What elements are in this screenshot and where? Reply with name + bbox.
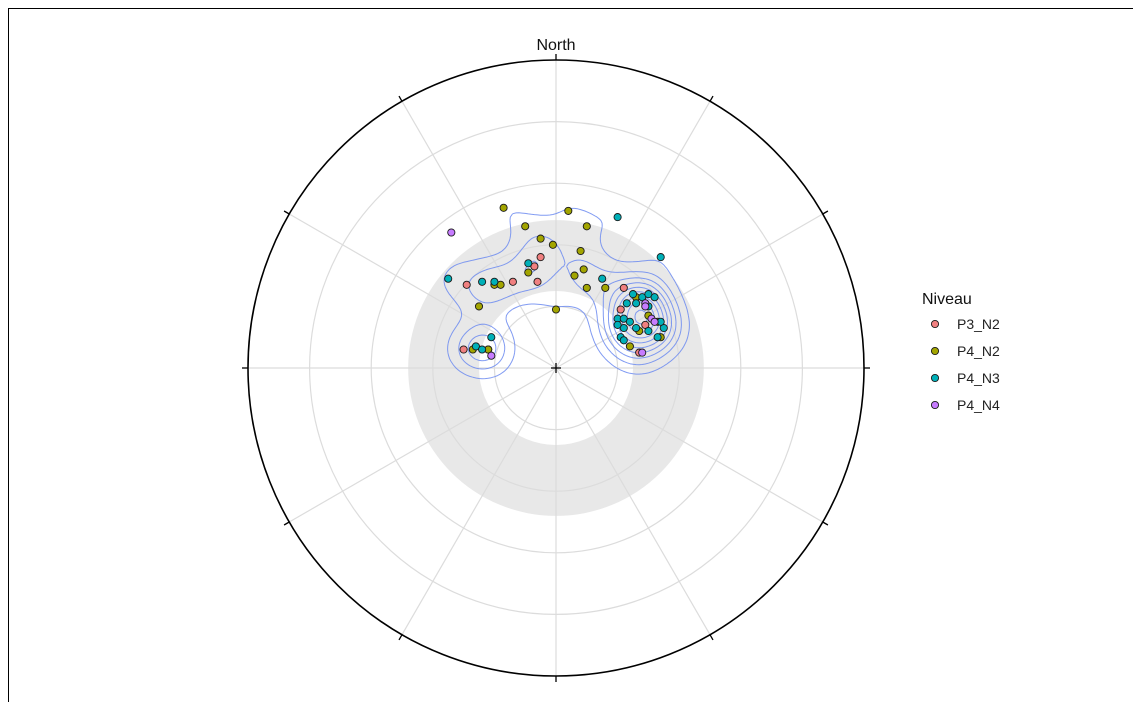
rim-tick (283, 210, 290, 215)
point-p4-n2 (576, 246, 585, 256)
point-p4-n3 (613, 213, 622, 222)
point-p3-n2 (459, 345, 468, 354)
rim-tick (398, 95, 403, 102)
rim-tick (398, 634, 403, 641)
point-p4-n3 (444, 274, 453, 283)
point-p4-n3 (598, 274, 607, 283)
rim-tick (709, 634, 714, 641)
point-p4-n3 (625, 317, 634, 326)
point-p4-n2 (536, 234, 545, 243)
stereonet-base (242, 54, 870, 682)
point-p4-n2 (570, 271, 579, 280)
contour-line (443, 207, 690, 380)
point-p4-n2 (499, 203, 508, 212)
point-p4-n4 (650, 317, 659, 326)
point-p4-n2 (551, 305, 561, 314)
grid-spoke (555, 100, 711, 369)
grid-spoke (555, 367, 711, 636)
point-p4-n3 (653, 333, 662, 342)
rim-tick (822, 210, 829, 215)
grid-spoke (401, 367, 557, 636)
point-p4-n2 (564, 206, 573, 215)
legend-label: P4_N3 (957, 370, 1000, 386)
point-p4-n2 (474, 302, 484, 311)
point-p4-n2 (582, 222, 591, 231)
point-p3-n2 (462, 280, 471, 289)
point-p4-n2 (601, 283, 610, 292)
point-p4-n3 (524, 259, 533, 268)
point-p4-n3 (632, 323, 641, 333)
point-p4-n3 (487, 333, 496, 342)
point-p4-n3 (490, 277, 499, 286)
point-p4-n3 (656, 253, 665, 262)
legend-marker (930, 346, 940, 356)
point-p3-n2 (536, 253, 545, 262)
point-p4-n4 (447, 228, 456, 237)
north-label: North (536, 37, 575, 54)
point-p3-n2 (508, 277, 517, 286)
rim-tick (709, 95, 714, 102)
point-p4-n2 (582, 283, 591, 292)
point-p4-n3 (650, 293, 659, 302)
point-p4-n4 (638, 348, 647, 357)
point-p4-n3 (619, 336, 628, 345)
legend-label: P4_N2 (957, 343, 1000, 359)
legend-item: P3_N2 (930, 316, 1000, 332)
legend: Niveau P3_N2 P4_N2 P4_N3 P4_N4 (922, 291, 1000, 413)
point-p4-n2 (548, 240, 557, 249)
point-p4-n3 (622, 299, 631, 308)
plot-panel (8, 8, 1133, 702)
data-points (444, 203, 668, 360)
grid-spoke (555, 367, 824, 523)
legend-marker (930, 373, 940, 383)
rim-tick (283, 521, 290, 526)
legend-item: P4_N3 (930, 370, 1000, 386)
point-p3-n2 (616, 305, 625, 314)
point-p4-n3 (632, 299, 641, 308)
legend-title: Niveau (922, 291, 972, 308)
point-p4-n3 (613, 320, 622, 329)
legend-item: P4_N4 (930, 397, 1000, 413)
rim-tick (822, 521, 829, 526)
legend-item: P4_N2 (930, 343, 1000, 359)
point-p4-n2 (524, 268, 533, 277)
legend-marker (930, 319, 940, 329)
point-p4-n3 (478, 345, 487, 354)
point-p4-n4 (641, 302, 650, 311)
grid-spoke (288, 367, 557, 523)
point-p4-n2 (579, 265, 588, 274)
legend-label: P3_N2 (957, 316, 1000, 332)
grid-spoke (555, 213, 824, 369)
point-p4-n2 (625, 342, 634, 351)
point-p4-n3 (644, 326, 653, 336)
legend-marker (930, 400, 940, 410)
contour-line (467, 260, 677, 362)
legend-label: P4_N4 (957, 397, 1000, 413)
point-p4-n4 (487, 351, 496, 360)
point-p4-n3 (628, 290, 638, 299)
point-p4-n3 (478, 277, 487, 286)
point-p3-n2 (619, 283, 628, 292)
grid-spoke (401, 100, 557, 369)
point-p3-n2 (533, 277, 542, 286)
point-p4-n2 (521, 222, 530, 231)
grid-spoke (288, 213, 557, 369)
